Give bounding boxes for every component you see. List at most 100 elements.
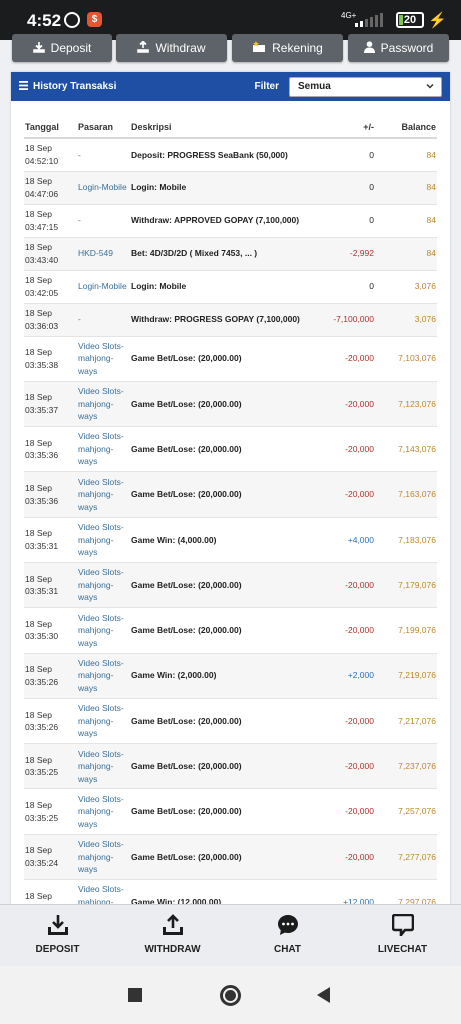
table-row: 18 Sep 03:47:15 - Withdraw: APPROVED GOPAY …	[24, 204, 437, 238]
row-date: 18 Sep 03:35:31	[24, 517, 77, 563]
row-amount: +4,000	[315, 517, 375, 563]
row-amount: -20,000	[315, 471, 375, 518]
bottom-nav-livechat-label: LIVECHAT	[377, 944, 428, 955]
row-balance: 7,163,076	[375, 471, 437, 518]
row-pasaran: HKD-549	[77, 237, 130, 271]
row-pasaran: -	[77, 138, 130, 172]
row-date-day: 18 Sep	[25, 573, 52, 584]
row-pasaran: Video Slots-mahjong-ways	[77, 653, 130, 699]
row-balance: 84	[375, 237, 437, 271]
bottom-nav-deposit-label: DEPOSIT	[35, 944, 80, 955]
row-pasaran: Video Slots-mahjong-ways	[77, 743, 130, 790]
row-pasaran: Login-Mobile	[77, 171, 130, 205]
row-date-time: 04:47:06	[25, 188, 59, 199]
row-balance: 7,183,076	[375, 517, 437, 563]
table-row: 18 Sep 03:35:30 Video Slots-mahjong-ways Ga…	[24, 607, 437, 654]
row-pasaran: -	[77, 303, 130, 337]
row-pasaran: -	[77, 204, 130, 238]
row-description: Game Win: (2,000.00)	[130, 653, 315, 699]
table-row: 18 Sep 04:47:06 Login-Mobile Login: Mobile 0…	[24, 171, 437, 205]
row-date: 18 Sep 03:43:40	[24, 237, 77, 271]
bottom-nav-deposit[interactable]: DEPOSIT	[0, 905, 115, 967]
row-balance: 7,103,076	[375, 336, 437, 382]
battery-icon: 20	[396, 12, 424, 28]
row-date: 18 Sep 03:47:15	[24, 204, 77, 238]
bottom-nav-withdraw[interactable]: WITHDRAW	[115, 905, 230, 967]
status-time: 4:52	[27, 11, 62, 30]
row-pasaran: Video Slots-mahjong-ways	[77, 426, 130, 473]
row-balance: 7,199,076	[375, 607, 437, 654]
row-description: Game Bet/Lose: (20,000.00)	[130, 607, 315, 654]
row-amount: -20,000	[315, 834, 375, 881]
signal-icon	[351, 13, 389, 27]
row-description: Game Bet/Lose: (20,000.00)	[130, 698, 315, 745]
row-date-day: 18 Sep	[25, 528, 52, 539]
rekening-nav-label: Rekening	[272, 41, 323, 55]
row-description: Login: Mobile	[130, 171, 315, 205]
row-pasaran: Video Slots-mahjong-ways	[77, 381, 130, 428]
row-description: Game Bet/Lose: (20,000.00)	[130, 381, 315, 428]
row-amount: -20,000	[315, 743, 375, 790]
row-description: Game Bet/Lose: (20,000.00)	[130, 834, 315, 881]
row-date-time: 03:35:36	[25, 495, 59, 506]
row-amount: -20,000	[315, 562, 375, 609]
row-pasaran: Video Slots-mahjong-ways	[77, 698, 130, 745]
bottom-nav-chat[interactable]: CHAT	[230, 905, 345, 967]
row-date: 18 Sep 03:35:25	[24, 743, 77, 790]
back-button[interactable]	[317, 987, 330, 1003]
withdraw-nav-button[interactable]: Withdraw	[116, 34, 227, 62]
user-icon	[363, 40, 375, 56]
row-balance: 3,076	[375, 270, 437, 304]
row-date-time: 03:35:31	[25, 540, 59, 551]
network-type: 4G+	[341, 11, 357, 20]
row-date-day: 18 Sep	[25, 242, 52, 252]
row-description: Game Bet/Lose: (20,000.00)	[130, 426, 315, 473]
row-balance: 84	[375, 171, 437, 205]
deposit-nav-button[interactable]: Deposit	[12, 34, 112, 62]
row-description: Game Win: (4,000.00)	[130, 517, 315, 563]
row-pasaran: Video Slots-mahjong-ways	[77, 471, 130, 518]
livechat-icon	[391, 913, 414, 937]
row-date-day: 18 Sep	[25, 483, 52, 494]
row-date: 18 Sep 03:35:31	[24, 562, 77, 609]
recent-apps-button[interactable]	[128, 988, 142, 1002]
row-date-day: 18 Sep	[25, 890, 52, 901]
table-row: 18 Sep 03:35:25 Video Slots-mahjong-ways Ga…	[24, 788, 437, 835]
row-date: 18 Sep 03:35:26	[24, 698, 77, 745]
row-date: 18 Sep 04:47:06	[24, 171, 77, 205]
home-button[interactable]	[220, 985, 241, 1006]
deposit-nav-label: Deposit	[50, 41, 92, 55]
row-amount: -7,100,000	[315, 303, 375, 337]
rekening-nav-button[interactable]: Rekening	[232, 34, 343, 62]
history-rows: 18 Sep 04:52:10- Deposit: PROGRESS SeaBank…	[24, 138, 437, 912]
row-balance: 7,179,076	[375, 562, 437, 609]
row-amount: +2,000	[315, 653, 375, 699]
row-balance: 7,143,076	[375, 426, 437, 473]
row-amount: -20,000	[315, 698, 375, 745]
row-date-time: 04:52:10	[25, 155, 59, 166]
row-date-day: 18 Sep	[25, 392, 52, 403]
table-row: 18 Sep 03:43:40 HKD-549 Bet: 4D/3D/2D ( Mix…	[24, 237, 437, 271]
alarm-icon	[64, 12, 80, 28]
row-balance: 7,237,076	[375, 743, 437, 790]
table-row: 18 Sep 03:36:03 - Withdraw: PROGRESS GOPAY …	[24, 303, 437, 337]
column-header-balance: Balance	[375, 116, 437, 139]
row-date-time: 03:35:26	[25, 722, 59, 733]
row-amount: -20,000	[315, 607, 375, 654]
table-row: 18 Sep 03:42:05 Login-Mobile Login: Mobile 0…	[24, 270, 437, 304]
row-amount: -2,992	[315, 237, 375, 271]
row-balance: 7,219,076	[375, 653, 437, 699]
row-date-day: 18 Sep	[25, 308, 52, 318]
table-row: 18 Sep 04:52:10- Deposit: PROGRESS SeaBank…	[24, 138, 437, 172]
row-balance: 3,076	[375, 303, 437, 337]
row-date-day: 18 Sep	[25, 209, 52, 219]
rekening-icon	[252, 40, 266, 56]
row-description: Deposit: PROGRESS SeaBank (50,000)	[130, 138, 315, 172]
row-description: Bet: 4D/3D/2D ( Mixed 7453, ... )	[130, 237, 315, 271]
bottom-nav-livechat[interactable]: LIVECHAT	[345, 905, 460, 967]
password-nav-label: Password	[380, 41, 434, 55]
password-nav-button[interactable]: Password	[348, 34, 449, 62]
filter-select[interactable]: Semua	[289, 76, 442, 97]
panel-title: History Transaksi	[19, 80, 116, 93]
